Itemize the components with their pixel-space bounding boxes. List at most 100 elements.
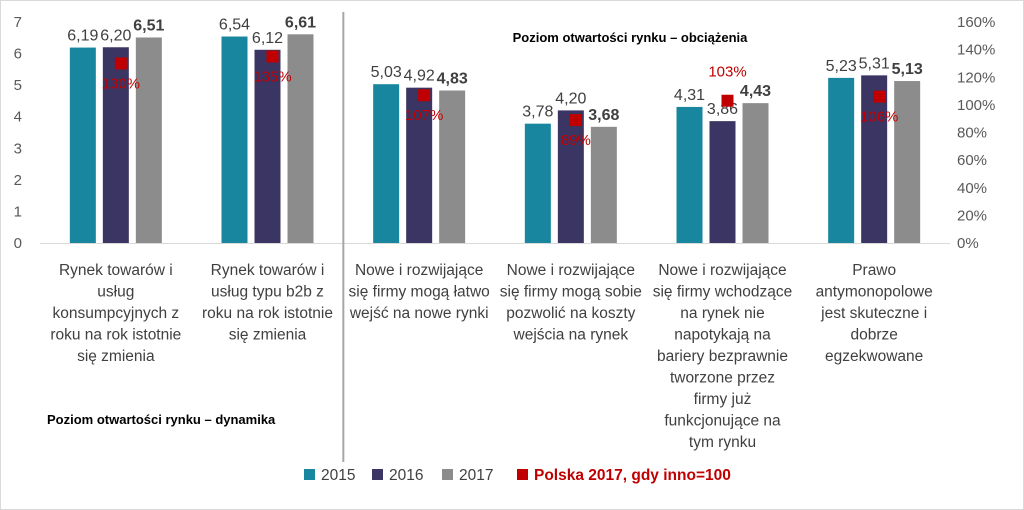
bar-2015-6 (828, 77, 855, 243)
category-label-line: jest skuteczne i (820, 305, 927, 322)
category-label-line: bariery bezprawnie (657, 348, 788, 365)
category-label-line: tworzone przez (670, 370, 775, 387)
marker-label-polska-2017: 89% (561, 132, 591, 149)
category-label-line: usług (97, 284, 134, 301)
data-label-2017: 6,61 (285, 14, 316, 31)
marker-polska-2017 (266, 50, 279, 63)
bar-2015-3 (373, 84, 400, 244)
category-label-line: się firmy mogą sobie (500, 284, 642, 301)
category-label-line: Nowe i rozwijające (507, 262, 635, 279)
marker-polska-2017 (873, 90, 886, 103)
category-label-line: antymonopolowe (816, 284, 933, 301)
category-label-line: napotykają na (674, 327, 771, 344)
data-label-2016: 4,92 (404, 68, 435, 85)
y-tick-label: 6 (14, 46, 22, 63)
data-label-2015: 4,31 (674, 87, 705, 104)
y2-tick-label: 20% (957, 207, 987, 224)
y2-tick-label: 140% (957, 42, 995, 59)
y-tick-label: 5 (14, 77, 22, 94)
bar-2015-4 (524, 123, 551, 243)
group-title-obciazenia: Poziom otwartości rynku – obciążenia (513, 30, 749, 45)
y-tick-label: 1 (14, 203, 22, 220)
category-label-line: roku na rok istotnie (50, 327, 181, 344)
category-label-line: roku na rok istotnie (202, 305, 333, 322)
data-label-2016: 6,12 (252, 30, 283, 47)
y2-tick-label: 40% (957, 180, 987, 197)
data-label-2016: 5,31 (859, 55, 890, 72)
category-label-line: dobrze (850, 327, 897, 344)
y-tick-label: 2 (14, 172, 22, 189)
legend-swatch (372, 469, 383, 480)
category-label-line: Rynek towarów i (59, 262, 173, 279)
data-label-2017: 4,83 (437, 71, 468, 88)
y2-tick-label: 0% (957, 235, 979, 252)
y-tick-label: 0 (14, 235, 22, 252)
bar-2017-4 (590, 126, 617, 243)
marker-polska-2017 (569, 114, 582, 127)
group-title-dynamika: Poziom otwartości rynku – dynamika (47, 412, 276, 427)
y2-tick-label: 120% (957, 69, 995, 86)
bar-2015-5 (676, 106, 703, 243)
legend-label: 2017 (459, 467, 493, 484)
data-label-2017: 5,13 (892, 61, 923, 78)
y-tick-label: 3 (14, 140, 22, 157)
category-label-line: się zmienia (229, 327, 307, 344)
bar-2016-2 (254, 49, 281, 244)
marker-label-polska-2017: 106% (860, 109, 898, 126)
bar-2017-3 (439, 90, 466, 243)
category-label-line: konsumpcyjnych z (53, 305, 180, 322)
category-label-line: się firmy wchodzące (653, 284, 793, 301)
bar-2015-1 (69, 47, 96, 243)
data-label-2016: 4,20 (555, 90, 586, 107)
data-label-2015: 5,03 (371, 64, 402, 81)
marker-label-polska-2017: 135% (253, 69, 291, 86)
category-label-line: się zmienia (77, 348, 155, 365)
category-label-line: pozwolić na koszty (506, 305, 635, 322)
category-label-line: firmy już (694, 391, 752, 408)
category-label-line: tym rynku (689, 434, 756, 451)
marker-polska-2017 (721, 94, 734, 107)
data-label-2017: 6,51 (133, 17, 164, 34)
marker-label-polska-2017: 103% (708, 64, 746, 81)
bar-2016-1 (102, 47, 129, 243)
marker-polska-2017 (114, 57, 127, 70)
y2-tick-label: 160% (957, 14, 995, 31)
category-label-line: funkcjonujące na (664, 413, 781, 430)
category-label-line: usług typu b2b z (211, 284, 324, 301)
bar-2016-3 (406, 87, 433, 243)
data-label-2015: 5,23 (826, 58, 857, 75)
legend-swatch (442, 469, 453, 480)
marker-label-polska-2017: 130% (102, 75, 140, 92)
category-label-line: Prawo (852, 262, 896, 279)
bar-2016-5 (709, 121, 736, 243)
data-label-2016: 6,20 (100, 27, 131, 44)
bar-2015-2 (221, 36, 248, 243)
legend-swatch (517, 469, 528, 480)
legend-label: 2016 (389, 467, 423, 484)
marker-polska-2017 (418, 89, 431, 102)
y-tick-label: 4 (14, 109, 22, 126)
data-label-2017: 3,68 (588, 107, 619, 124)
bar-2016-6 (861, 75, 888, 243)
y-tick-label: 7 (14, 14, 22, 31)
category-label-line: na rynek nie (680, 305, 764, 322)
y2-tick-label: 80% (957, 125, 987, 142)
y2-tick-label: 100% (957, 97, 995, 114)
bar-2016-4 (557, 110, 584, 244)
category-label-line: Nowe i rozwijające (658, 262, 786, 279)
bar-2017-2 (287, 34, 314, 243)
bar-2017-5 (742, 103, 769, 243)
data-label-2015: 6,19 (67, 28, 98, 45)
data-label-2015: 6,54 (219, 17, 250, 34)
category-label-line: wejść na nowe rynki (349, 305, 489, 322)
category-label-line: egzekwowane (825, 348, 923, 365)
bar-2017-6 (894, 81, 921, 243)
legend-swatch (304, 469, 315, 480)
category-label-line: Nowe i rozwijające (355, 262, 483, 279)
category-label-line: wejścia na rynek (513, 327, 629, 344)
legend-label: Polska 2017, gdy inno=100 (534, 467, 731, 484)
category-label-line: Rynek towarów i (211, 262, 325, 279)
y2-tick-label: 60% (957, 152, 987, 169)
category-label-line: się firmy mogą łatwo (349, 284, 490, 301)
